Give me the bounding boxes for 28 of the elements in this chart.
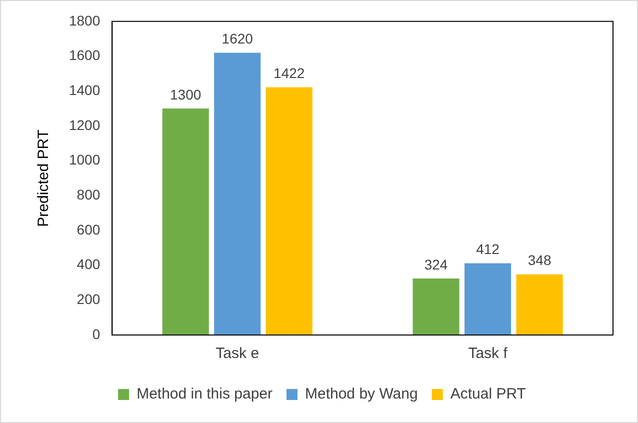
- legend-label: Method by Wang: [304, 386, 418, 403]
- data-label: 412: [476, 241, 500, 258]
- data-label: 324: [424, 256, 448, 272]
- bar: [464, 263, 512, 335]
- data-label: 348: [528, 252, 552, 268]
- data-label: 1422: [274, 65, 305, 82]
- legend-label: Actual PRT: [450, 386, 526, 403]
- y-tick-label: 400: [76, 256, 100, 272]
- y-axis-title: Predicted PRT: [35, 130, 52, 227]
- bar: [266, 87, 312, 335]
- y-tick-label: 1200: [68, 116, 100, 133]
- y-tick-label: 0: [92, 326, 100, 342]
- x-tick-label: Task e: [216, 345, 260, 362]
- bar: [214, 52, 261, 335]
- bar: [516, 274, 563, 335]
- x-tick-label: Task f: [468, 345, 508, 362]
- y-tick-label: 600: [76, 221, 100, 238]
- y-tick-label: 1000: [68, 152, 100, 168]
- y-tick-label: 1400: [68, 82, 100, 98]
- y-tick-label: 1800: [68, 12, 100, 28]
- y-tick-label: 1600: [68, 47, 100, 64]
- data-label: 1620: [222, 30, 254, 47]
- legend-label: Method in this paper: [136, 386, 273, 403]
- bar: [162, 108, 209, 335]
- data-label: 1300: [170, 86, 202, 102]
- bar: [412, 278, 460, 335]
- y-tick-label: 200: [76, 291, 100, 308]
- y-tick-label: 800: [76, 186, 100, 202]
